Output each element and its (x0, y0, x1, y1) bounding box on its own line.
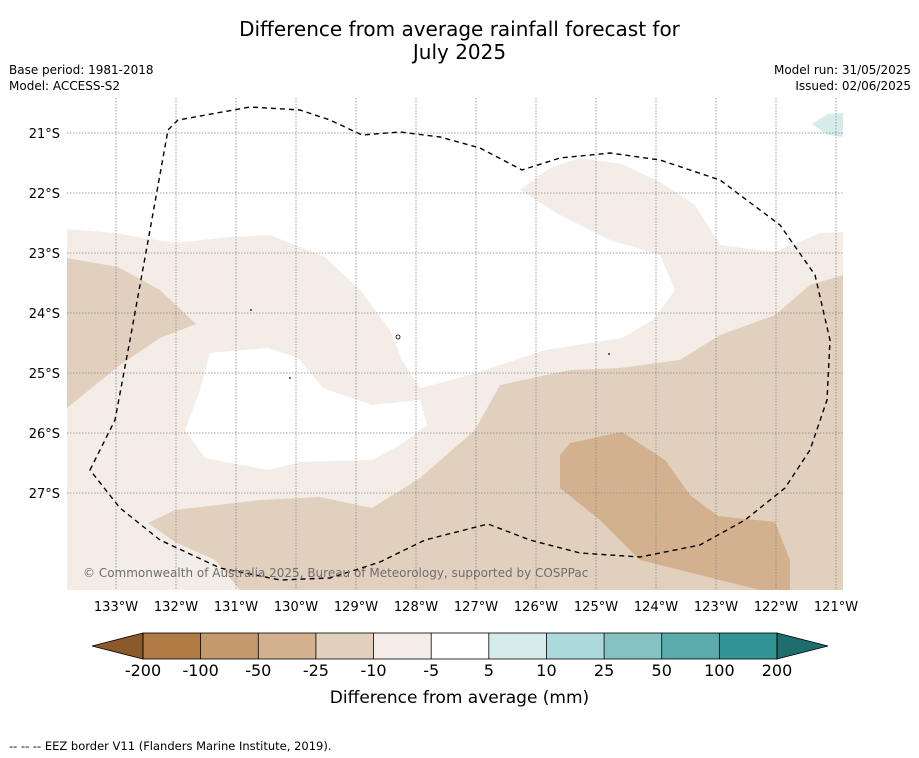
colorbar-segment (373, 633, 432, 659)
colorbar-tick-label: -50 (245, 661, 271, 680)
colorbar-segment (604, 633, 662, 659)
meta-right: Model run: 31/05/2025 Issued: 02/06/2025 (774, 62, 911, 94)
colorbar-extension-low (91, 632, 144, 660)
colorbar-tick-label: 10 (536, 661, 556, 680)
island-marker (250, 309, 252, 311)
map-area (67, 98, 843, 590)
colorbar-tick-label: 200 (762, 661, 793, 680)
lat-label: 22°S (29, 187, 60, 202)
island-marker (608, 353, 610, 355)
lon-label: 121°W (814, 600, 858, 615)
colorbar-segment (258, 633, 316, 659)
lat-label: 24°S (29, 307, 60, 322)
colorbar-tick-label: -200 (125, 661, 161, 680)
colorbar-tick-label: -25 (303, 661, 329, 680)
lon-label: 122°W (754, 600, 798, 615)
lat-label: 27°S (29, 487, 60, 502)
lon-label: 126°W (514, 600, 558, 615)
colorbar-extension-high (776, 632, 829, 660)
lon-label: 133°W (94, 600, 138, 615)
eez-border (89, 106, 831, 581)
base-period: Base period: 1981-2018 (9, 63, 154, 77)
colorbar-segment (200, 633, 259, 659)
model-run: Model run: 31/05/2025 (773, 63, 911, 77)
colorbar: -200 -100 -50 -25 -10 -5 5 10 25 50 100 200 (91, 632, 829, 680)
issued-date: Issued: 02/06/2025 (795, 79, 911, 93)
grid-lines (67, 98, 843, 590)
lon-label: 124°W (634, 600, 678, 615)
lon-label: 125°W (574, 600, 618, 615)
island-marker (395, 334, 401, 340)
colorbar-tick-label: -5 (423, 661, 439, 680)
lat-label: 23°S (29, 247, 60, 262)
colorbar-segment (661, 633, 720, 659)
colorbar-segment (431, 633, 489, 659)
copyright-text: © Commonwealth of Australia 2025, Bureau… (83, 566, 588, 580)
colorbar-tick-label: 100 (704, 661, 735, 680)
lon-label: 130°W (274, 600, 318, 615)
island-marker (289, 377, 291, 379)
rainfall-band-white-hole (185, 348, 427, 470)
model-name: Model: ACCESS-S2 (9, 79, 121, 93)
lon-label: 131°W (214, 600, 258, 615)
longitude-labels: 133°W 132°W 131°W 130°W 129°W 128°W 127°… (94, 600, 858, 615)
colorbar-segment (719, 633, 777, 659)
colorbar-segment (143, 633, 201, 659)
lon-label: 129°W (334, 600, 378, 615)
map-title: Difference from average rainfall forecas… (0, 18, 919, 64)
latitude-labels: 21°S 22°S 23°S 24°S 25°S 26°S 27°S (29, 127, 60, 502)
lon-label: 123°W (694, 600, 738, 615)
colorbar-tick-label: -100 (182, 661, 218, 680)
meta-left: Base period: 1981-2018 Model: ACCESS-S2 (9, 62, 154, 94)
lat-label: 21°S (29, 127, 60, 142)
title-line-2: July 2025 (412, 40, 507, 64)
colorbar-tick-label: 25 (594, 661, 614, 680)
colorbar-segment (488, 633, 547, 659)
eez-footnote: -- -- -- EEZ border V11 (Flanders Marine… (9, 739, 332, 753)
lat-label: 25°S (29, 367, 60, 382)
colorbar-tick-label: 5 (484, 661, 494, 680)
colorbar-segment (546, 633, 605, 659)
colorbar-label: Difference from average (mm) (329, 688, 590, 708)
lon-label: 128°W (394, 600, 438, 615)
colorbar-segment (315, 633, 374, 659)
rainfall-patch-right (812, 113, 843, 137)
colorbar-tick-label: 50 (652, 661, 672, 680)
lat-label: 26°S (29, 427, 60, 442)
title-line-1: Difference from average rainfall forecas… (239, 17, 680, 41)
rainfall-band-medium (560, 432, 790, 590)
lon-label: 127°W (454, 600, 498, 615)
colorbar-tick-label: -10 (360, 661, 386, 680)
lon-label: 132°W (154, 600, 198, 615)
